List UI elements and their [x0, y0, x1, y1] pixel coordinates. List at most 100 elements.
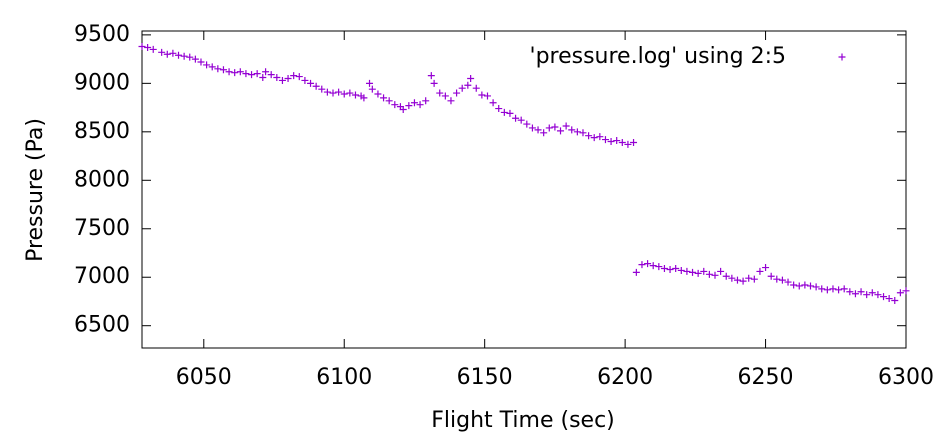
data-point [902, 287, 910, 295]
data-point [528, 124, 536, 132]
data-point [203, 61, 211, 69]
data-point [312, 82, 320, 90]
data-point [259, 74, 267, 82]
data-point [773, 275, 781, 283]
data-point [186, 53, 194, 61]
data-point [489, 99, 497, 107]
data-point [483, 92, 491, 100]
data-point [790, 281, 798, 289]
data-point [399, 106, 407, 114]
data-point [739, 277, 747, 285]
data-point [717, 267, 725, 275]
data-point [585, 132, 593, 140]
data-point [323, 88, 331, 96]
data-point [335, 88, 343, 96]
data-point [630, 138, 638, 146]
x-tick-label: 6200 [597, 365, 653, 390]
data-point [318, 85, 326, 93]
legend-label: 'pressure.log' using 2:5 [530, 44, 786, 69]
x-tick-label: 6100 [316, 365, 372, 390]
data-point [649, 262, 657, 270]
data-point [523, 120, 531, 128]
data-point [812, 283, 820, 291]
data-point [672, 265, 680, 273]
data-point [436, 89, 444, 97]
data-point [253, 70, 261, 78]
data-point [301, 76, 309, 84]
data-point [427, 72, 435, 80]
data-point [295, 73, 303, 81]
data-point [545, 124, 553, 132]
y-tick-label: 9000 [74, 70, 130, 95]
data-point [756, 267, 764, 275]
data-point [607, 138, 615, 146]
data-point [262, 68, 270, 76]
data-point [784, 278, 792, 286]
data-point [568, 126, 576, 134]
data-point [846, 288, 854, 296]
data-point [416, 101, 424, 109]
data-point [896, 289, 904, 297]
data-point [290, 72, 298, 80]
data-point [248, 71, 256, 79]
data-point [144, 43, 152, 51]
data-point [851, 290, 859, 298]
data-point [705, 270, 713, 278]
data-point [644, 260, 652, 268]
data-point [722, 272, 730, 280]
data-point [624, 140, 632, 148]
data-point [385, 97, 393, 105]
data-point [163, 50, 171, 58]
data-point [750, 275, 758, 283]
data-point [540, 129, 548, 137]
data-point [618, 138, 626, 146]
data-point [464, 81, 472, 89]
data-point [767, 272, 775, 280]
data-point [351, 91, 359, 99]
data-point [711, 271, 719, 279]
y-tick-label: 8500 [74, 119, 130, 144]
y-axis-label: Pressure (Pa) [23, 118, 48, 262]
data-point [823, 286, 831, 294]
data-point [197, 58, 205, 66]
data-point [149, 45, 157, 53]
plot-frame [141, 30, 907, 349]
data-point [422, 97, 430, 105]
data-point [214, 65, 222, 73]
y-tick-label: 7000 [74, 264, 130, 289]
data-point [158, 48, 166, 56]
x-axis-label: Flight Time (sec) [431, 408, 615, 433]
data-point [745, 274, 753, 282]
data-point [840, 285, 848, 293]
data-point [590, 134, 598, 142]
data-point [700, 267, 708, 275]
data-point [225, 68, 233, 76]
data-point [596, 133, 604, 141]
data-point [329, 89, 337, 97]
data-point [534, 126, 542, 134]
y-tick-label: 9500 [74, 22, 130, 47]
data-point [818, 285, 826, 293]
data-point [829, 285, 837, 293]
data-point [208, 63, 216, 71]
data-point [880, 293, 888, 301]
data-point [284, 75, 292, 83]
data-point [885, 295, 893, 303]
data-point [689, 268, 697, 276]
data-point [447, 97, 455, 105]
data-point [573, 128, 581, 136]
data-point [278, 76, 286, 84]
data-point [762, 264, 770, 272]
data-point [778, 276, 786, 284]
data-point [562, 122, 570, 130]
data-point [613, 137, 621, 145]
data-point [666, 265, 674, 273]
data-point [677, 266, 685, 274]
data-point [410, 99, 418, 107]
data-point [267, 71, 275, 79]
data-point [694, 269, 702, 277]
data-point [242, 70, 250, 78]
data-point [441, 92, 449, 100]
data-point [180, 52, 188, 60]
